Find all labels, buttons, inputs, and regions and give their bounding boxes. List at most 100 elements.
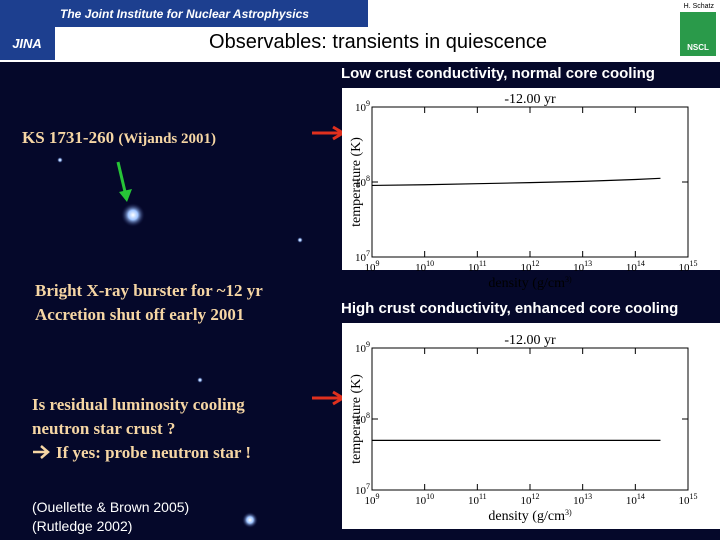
- banner: The Joint Institute for Nuclear Astrophy…: [60, 7, 309, 21]
- x-axis-label: density (g/cm3): [488, 275, 572, 291]
- x-axis-label-base: density (g/cm: [488, 276, 565, 291]
- chart-title: -12.00 yr: [504, 92, 556, 107]
- x-tick-label-base: 10: [679, 262, 691, 274]
- x-tick-label-base: 10: [415, 262, 427, 274]
- green-arrow: [116, 161, 128, 197]
- x-tick-label-exp: 9: [376, 259, 380, 268]
- y-axis-label: temperature (K): [349, 137, 364, 227]
- x-tick-label: 1015: [679, 259, 698, 274]
- x-tick-label-exp: 15: [690, 259, 698, 268]
- y-tick-label-exp: 9: [366, 99, 370, 108]
- source-name: KS 1731-260: [22, 128, 114, 147]
- x-tick-label-exp: 14: [637, 259, 645, 268]
- question: neutron star crust ?: [32, 419, 175, 438]
- x-tick-label: 1013: [573, 492, 592, 507]
- charts: Low crust conductivity, normal core cool…: [341, 65, 720, 529]
- y-tick-label-base: 10: [355, 343, 367, 355]
- y-tick-label: 109: [355, 340, 370, 355]
- x-tick-label-base: 10: [521, 495, 533, 507]
- x-tick-label: 1012: [521, 259, 540, 274]
- x-tick-label: 1010: [415, 259, 434, 274]
- x-tick-label-base: 10: [573, 495, 585, 507]
- banner-bar: [55, 0, 368, 27]
- star: [242, 512, 258, 528]
- chart-title: -12.00 yr: [504, 333, 556, 348]
- y-tick-label-exp: 9: [366, 340, 370, 349]
- question: If yes: probe neutron star !: [56, 443, 251, 462]
- y-tick-label-base: 10: [355, 177, 367, 189]
- x-tick-label-base: 10: [468, 495, 480, 507]
- star: [297, 237, 303, 243]
- y-tick-label: 107: [355, 482, 370, 497]
- y-tick-label-base: 10: [355, 414, 367, 426]
- green-arrow-head: [119, 189, 132, 202]
- series-line: [371, 177, 661, 187]
- star: [57, 157, 63, 163]
- chart-bg: [342, 323, 720, 529]
- x-tick-label-exp: 10: [426, 492, 434, 501]
- y-tick-label: 107: [355, 249, 370, 264]
- x-tick-label-base: 10: [468, 262, 480, 274]
- right-logo: NSCL: [687, 43, 709, 52]
- fact: Accretion shut off early 2001: [35, 305, 244, 324]
- x-tick-label: 1011: [468, 492, 487, 507]
- x-tick-label-exp: 12: [532, 492, 540, 501]
- chart-caption: High crust conductivity, enhanced core c…: [341, 300, 678, 317]
- x-tick-label: 109: [365, 259, 380, 274]
- star: [197, 377, 203, 383]
- x-axis-label: density (g/cm3): [488, 508, 572, 524]
- reference: (Rutledge 2002): [32, 518, 132, 534]
- x-tick-label-base: 10: [679, 495, 691, 507]
- x-tick-label: 1015: [679, 492, 698, 507]
- x-tick-label-exp: 9: [376, 492, 380, 501]
- y-tick-label-exp: 7: [366, 249, 370, 258]
- x-tick-label: 109: [365, 492, 380, 507]
- reference: (Ouellette & Brown 2005): [32, 499, 189, 515]
- x-tick-label-exp: 11: [479, 259, 487, 268]
- y-tick-label: 108: [355, 174, 370, 189]
- y-tick-label-exp: 7: [366, 482, 370, 491]
- y-tick-label-exp: 8: [366, 174, 370, 183]
- x-tick-label-base: 10: [415, 495, 427, 507]
- y-tick-label: 109: [355, 99, 370, 114]
- x-tick-label-exp: 15: [690, 492, 698, 501]
- x-tick-label: 1014: [626, 259, 645, 274]
- y-tick-label-base: 10: [355, 252, 367, 264]
- x-tick-label-base: 10: [626, 262, 638, 274]
- x-tick-label-exp: 14: [637, 492, 645, 501]
- x-tick-label: 1010: [415, 492, 434, 507]
- logo-box: [0, 0, 55, 60]
- author: H. Schatz: [684, 3, 715, 10]
- y-tick-label-exp: 8: [366, 411, 370, 420]
- x-tick-label-exp: 11: [479, 492, 487, 501]
- logo: JINA: [12, 36, 42, 51]
- x-tick-label-exp: 13: [584, 492, 592, 501]
- chart-bg: [342, 88, 720, 270]
- star: [121, 203, 145, 227]
- x-tick-label-exp: 10: [426, 259, 434, 268]
- y-axis-label: temperature (K): [349, 374, 364, 464]
- x-tick-label-base: 10: [521, 262, 533, 274]
- arrow-glyph: [33, 445, 50, 459]
- x-tick-label: 1012: [521, 492, 540, 507]
- x-tick-label: 1013: [573, 259, 592, 274]
- x-axis-label-exp: 3): [565, 508, 572, 517]
- chart-caption: Low crust conductivity, normal core cool…: [341, 65, 655, 82]
- y-tick-label-base: 10: [355, 102, 367, 114]
- x-tick-label-base: 10: [365, 262, 377, 274]
- right-logo-box: [680, 12, 716, 56]
- x-tick-label-exp: 13: [584, 259, 592, 268]
- x-tick-label: 1014: [626, 492, 645, 507]
- citation: (Wijands 2001): [118, 131, 216, 147]
- y-tick-label-base: 10: [355, 485, 367, 497]
- x-tick-label-base: 10: [573, 262, 585, 274]
- x-tick-label-base: 10: [365, 495, 377, 507]
- x-tick-label-exp: 12: [532, 259, 540, 268]
- slide-title: Observables: transients in quiescence: [209, 31, 547, 53]
- source: KS 1731-260 (Wijands 2001): [22, 128, 216, 147]
- x-tick-label: 1011: [468, 259, 487, 274]
- y-tick-label: 108: [355, 411, 370, 426]
- question: Is residual luminosity cooling: [32, 395, 245, 414]
- x-axis-label-exp: 3): [565, 275, 572, 284]
- fact: Bright X-ray burster for ~12 yr: [35, 281, 263, 300]
